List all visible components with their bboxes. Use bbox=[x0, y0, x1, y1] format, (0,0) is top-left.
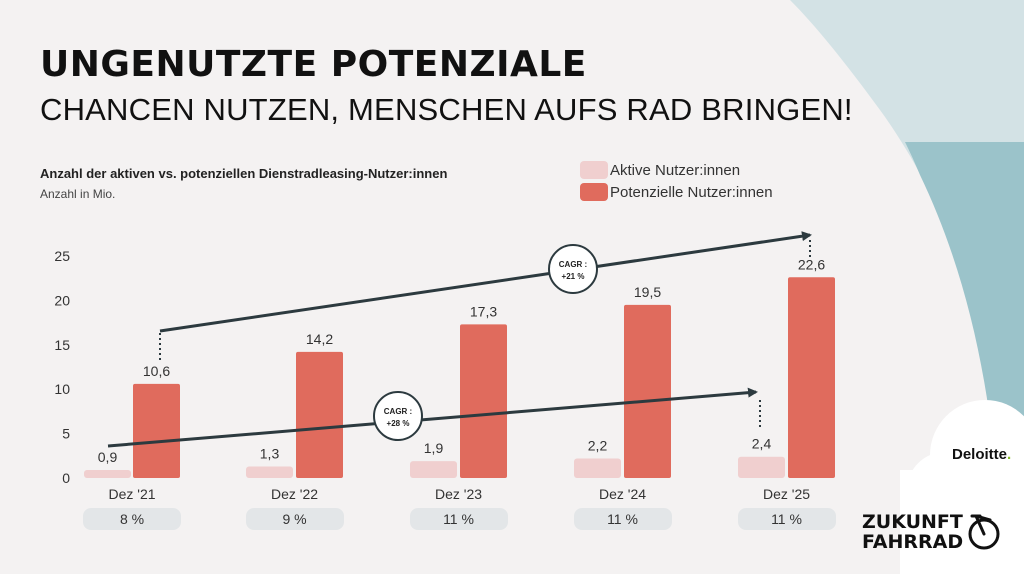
zukunft-fahrrad-line-1: ZUKUNFT bbox=[862, 511, 963, 533]
data-label-potential: 14,2 bbox=[306, 331, 333, 347]
deloitte-wordmark: Deloitte bbox=[952, 446, 1008, 463]
y-tick-label: 10 bbox=[54, 381, 70, 397]
data-label-active: 2,2 bbox=[588, 437, 608, 453]
bar-active bbox=[574, 458, 621, 478]
chart-title: Anzahl der aktiven vs. potenziellen Dien… bbox=[40, 166, 448, 181]
cagr-arrow-active bbox=[107, 387, 758, 448]
cagr-badge bbox=[373, 391, 423, 441]
cagr-badge bbox=[548, 244, 598, 294]
y-tick-label: 0 bbox=[62, 470, 70, 486]
cagr-badge-title: CAGR : bbox=[559, 260, 587, 269]
data-label-potential: 19,5 bbox=[634, 284, 661, 300]
bar-active bbox=[410, 461, 457, 478]
chart-unit-label: Anzahl in Mio. bbox=[40, 187, 116, 201]
share-pill: 9 % bbox=[245, 508, 344, 530]
data-label-potential: 10,6 bbox=[143, 363, 170, 379]
bar-potential bbox=[296, 351, 343, 478]
bar-potential bbox=[788, 277, 835, 478]
share-pill: 8 % bbox=[83, 508, 181, 530]
data-label-active: 1,3 bbox=[260, 445, 280, 461]
zukunft-fahrrad-logo: ZUKUNFT FAHRRAD bbox=[862, 512, 963, 552]
y-tick-label: 25 bbox=[54, 248, 70, 264]
share-pill: 11 % bbox=[573, 508, 672, 530]
x-tick-label: Dez '24 bbox=[599, 486, 646, 502]
bar-potential bbox=[133, 383, 180, 478]
x-tick-label: Dez '23 bbox=[435, 486, 482, 502]
cagr-badge-title: CAGR : bbox=[384, 407, 412, 416]
deloitte-logo: Deloitte. bbox=[952, 446, 1011, 463]
deloitte-dot: . bbox=[1007, 446, 1012, 463]
legend-label-potential: Potenzielle Nutzer:innen bbox=[610, 183, 773, 201]
bar-active bbox=[84, 470, 131, 478]
bicycle-icon bbox=[968, 514, 1000, 550]
y-tick-label: 20 bbox=[54, 292, 70, 308]
cagr-badge-value: +21 % bbox=[562, 272, 585, 281]
cagr-badge-value: +28 % bbox=[387, 419, 410, 428]
legend-item-active: Aktive Nutzer:innen bbox=[580, 159, 773, 181]
page-title: UNGENUTZTE POTENZIALE bbox=[40, 44, 587, 85]
cagr-arrow-potential bbox=[159, 231, 812, 333]
bar-potential bbox=[624, 304, 671, 478]
bar-potential bbox=[460, 324, 507, 478]
data-label-active: 0,9 bbox=[98, 449, 118, 465]
legend-swatch-active bbox=[580, 161, 608, 179]
y-tick-label: 5 bbox=[62, 426, 70, 442]
data-label-active: 2,4 bbox=[752, 436, 772, 452]
chart-legend: Aktive Nutzer:innen Potenzielle Nutzer:i… bbox=[580, 159, 773, 203]
x-tick-label: Dez '21 bbox=[108, 486, 155, 502]
data-label-potential: 22,6 bbox=[798, 256, 825, 272]
legend-label-active: Aktive Nutzer:innen bbox=[610, 161, 741, 179]
legend-item-potential: Potenzielle Nutzer:innen bbox=[580, 181, 773, 203]
bar-active bbox=[738, 456, 785, 478]
bar-active bbox=[246, 466, 293, 478]
x-tick-label: Dez '22 bbox=[271, 486, 318, 502]
x-tick-label: Dez '25 bbox=[763, 486, 810, 502]
page-subtitle: CHANCEN NUTZEN, MENSCHEN AUFS RAD BRINGE… bbox=[40, 92, 853, 127]
legend-swatch-potential bbox=[580, 183, 608, 201]
data-label-potential: 17,3 bbox=[470, 303, 497, 319]
zukunft-fahrrad-line-2: FAHRRAD bbox=[862, 531, 964, 553]
data-label-active: 1,9 bbox=[424, 440, 444, 456]
y-tick-label: 15 bbox=[54, 337, 70, 353]
share-pill: 11 % bbox=[409, 508, 508, 530]
share-pill: 11 % bbox=[737, 508, 836, 530]
